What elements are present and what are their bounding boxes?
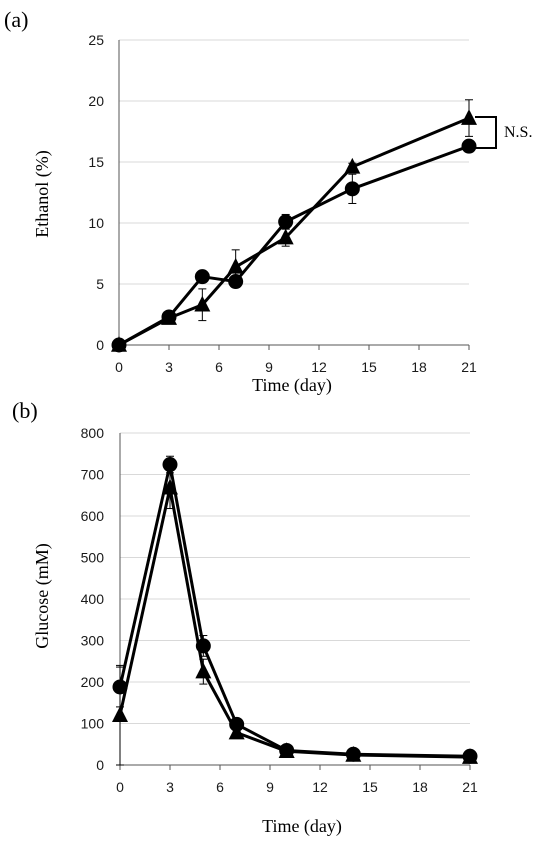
panel-a: (a) 0 5 10 15 20 25 0 3 6 9 12 15 18 21 Time (day) E…: [4, 7, 532, 396]
y-tick-label: 700: [81, 467, 105, 483]
panel-a-x-axis-title: Time (day): [252, 375, 332, 396]
data-point-circle: [461, 138, 477, 154]
panel-b-y-axis-title: Glucose (mM): [32, 543, 53, 648]
panel-b-x-axis-title: Time (day): [262, 816, 342, 837]
data-point-triangle: [112, 706, 128, 722]
ns-bracket: [475, 116, 497, 149]
y-tick-label: 500: [81, 550, 105, 566]
panel-a-y-axis-title: Ethanol (%): [32, 150, 53, 237]
x-tick-label: 6: [216, 779, 224, 795]
x-tick-label: 9: [266, 779, 274, 795]
data-point-triangle: [227, 257, 244, 274]
panel-b-label: (b): [12, 398, 38, 423]
y-tick-label: 20: [88, 93, 104, 109]
y-tick-label: 800: [81, 425, 105, 441]
data-point-circle: [278, 214, 294, 230]
data-point-triangle: [161, 309, 177, 325]
data-point-triangle: [195, 662, 212, 679]
x-tick-label: 3: [166, 779, 174, 795]
y-tick-label: 100: [81, 716, 105, 732]
y-tick-label: 15: [88, 154, 104, 170]
x-tick-label: 6: [215, 359, 223, 375]
x-tick-label: 15: [362, 779, 378, 795]
x-tick-label: 18: [412, 779, 428, 795]
data-point-triangle: [278, 742, 295, 759]
data-point-triangle: [111, 336, 127, 352]
x-tick-label: 15: [361, 359, 377, 375]
y-tick-label: 400: [81, 591, 105, 607]
y-tick-label: 0: [96, 757, 104, 773]
panel-a-label: (a): [4, 7, 28, 32]
y-tick-label: 0: [96, 337, 104, 353]
x-tick-label: 0: [115, 359, 123, 375]
x-tick-label: 21: [462, 779, 478, 795]
data-point-triangle: [162, 478, 178, 495]
data-point-triangle: [194, 295, 211, 312]
data-point-circle: [194, 269, 210, 285]
x-tick-label: 3: [165, 359, 173, 375]
y-tick-label: 10: [88, 215, 104, 231]
y-tick-label: 300: [81, 633, 105, 649]
series-line: [118, 486, 471, 759]
data-point-triangle: [462, 748, 478, 764]
x-tick-label: 9: [265, 359, 273, 375]
x-tick-label: 12: [311, 359, 327, 375]
y-tick-label: 600: [81, 508, 105, 524]
y-tick-label: 200: [81, 674, 105, 690]
data-point-triangle: [228, 723, 245, 740]
data-point-circle: [344, 181, 360, 197]
panel-b: (b) 0 100 200 300 400 500 600 700 800 0 3 6 9 12 15 18…: [12, 398, 478, 837]
x-tick-label: 18: [411, 359, 427, 375]
x-tick-label: 12: [312, 779, 328, 795]
x-tick-label: 21: [461, 359, 477, 375]
y-tick-label: 5: [96, 276, 104, 292]
data-point-triangle: [344, 157, 361, 174]
data-point-triangle: [461, 109, 477, 125]
data-point-triangle: [345, 746, 362, 762]
ns-annotation: N.S.: [504, 124, 532, 141]
y-tick-label: 25: [88, 32, 104, 48]
data-point-circle: [162, 457, 178, 473]
x-tick-label: 0: [116, 779, 124, 795]
data-point-triangle: [277, 228, 294, 245]
